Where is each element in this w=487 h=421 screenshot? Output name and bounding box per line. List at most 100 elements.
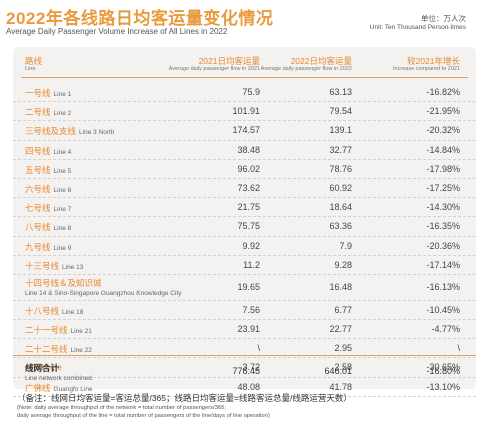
value-2022: 139.1 [329, 125, 352, 136]
value-2021: \ [257, 343, 260, 354]
value-growth: -10.45% [426, 304, 460, 315]
line-name: APM Line [25, 362, 65, 372]
line-name: 广佛线 Guangfo Line [25, 382, 93, 394]
line-name-cn: 二号线 [25, 107, 51, 118]
value-2022: 9.28 [334, 259, 352, 270]
value-growth: -17.14% [426, 259, 460, 270]
line-name-en: Line 7 [53, 206, 72, 214]
value-growth: -14.30% [426, 202, 460, 213]
header-growth-en: Increase compared to 2021 [393, 66, 460, 72]
line-name-cn: 九号线 [25, 241, 51, 252]
value-2021: 21.75 [237, 202, 260, 213]
line-name: 二十二号线 Line 22 [25, 343, 92, 355]
line-name: 十四号线＆及知识城 Line 14 & Sino-Singapore Guangz… [25, 277, 181, 297]
table-row: APM Line 3.72 2.58 -30.65% [13, 358, 476, 378]
value-growth: -14.84% [426, 144, 460, 155]
value-growth: -16.82% [426, 87, 460, 97]
value-2021: 23.91 [237, 324, 260, 335]
value-2022: 16.48 [329, 281, 352, 292]
value-2021: 11.2 [243, 259, 260, 270]
line-name-en: Line 6 [53, 186, 72, 194]
value-2021: 9.92 [242, 240, 260, 251]
header-2021: 2021日均客运量 Average daily passenger flow i… [169, 47, 260, 77]
value-2022: 63.13 [329, 87, 352, 97]
value-2022: 6.77 [334, 304, 352, 315]
line-name: 十三号线 Line 13 [25, 260, 83, 272]
value-2022: 63.36 [329, 221, 352, 232]
value-2021: 38.48 [237, 144, 260, 155]
note-en-1: (Note: daily average throughput of the n… [17, 405, 226, 411]
header-2022-en: Average daily passenger flow in 2022 [260, 66, 352, 72]
total-name: 线网合计 Line network combined [25, 362, 92, 382]
value-2022: 41.78 [329, 381, 352, 392]
line-name-en: Line 21 [70, 328, 92, 336]
value-growth: -4.77% [431, 324, 460, 335]
table-row: 三号线及支线 Line 3 North 174.57 139.1 -20.32% [13, 121, 476, 141]
line-name: 二十一号线 Line 21 [25, 324, 92, 336]
value-2021: 75.9 [242, 87, 260, 97]
table-row: 二十二号线 Line 22 \ 2.95 \ [13, 339, 476, 359]
value-growth: \ [457, 343, 460, 354]
value-2021: 174.57 [232, 125, 260, 136]
line-name: 五号线 Line 5 [25, 164, 71, 176]
value-growth: -17.25% [426, 182, 460, 193]
header-divider [21, 77, 468, 78]
line-name-en: Line 5 [53, 167, 72, 175]
line-name-cn: APM Line [25, 362, 62, 373]
table-row: 二十一号线 Line 21 23.91 22.77 -4.77% [13, 320, 476, 340]
table-row: 十四号线＆及知识城 Line 14 & Sino-Singapore Guangz… [13, 275, 476, 301]
line-name-en: Line 13 [62, 263, 84, 271]
line-name-cn: 十四号线＆及知识城 [25, 277, 102, 288]
line-name-cn: 十三号线 [25, 260, 60, 271]
line-name: 十八号线 Line 18 [25, 305, 83, 317]
note-cn: （备注：线网日均客运量=客运总量/365；线路日均客运量=线路客运总量/线路运营… [17, 393, 352, 403]
line-name-cn: 五号线 [25, 164, 51, 175]
line-name: 四号线 Line 4 [25, 145, 71, 157]
value-2022: 60.92 [329, 182, 352, 193]
table-body: 一号线 Line 1 75.9 63.13 -16.82% 二号线 Line 2 101.91… [13, 83, 476, 397]
line-name-en: Line 8 [53, 225, 72, 233]
value-growth: -30.65% [426, 362, 460, 373]
line-name-en: Line 9 [53, 244, 72, 252]
total-2021: 776.45 [232, 366, 260, 376]
line-name-cn: 广佛线 [25, 382, 51, 393]
total-2022: 646.01 [324, 366, 352, 376]
value-growth: -13.10% [426, 381, 460, 392]
value-2021: 101.91 [232, 106, 260, 117]
line-name-cn: 七号线 [25, 203, 51, 214]
value-2021: 19.65 [237, 281, 260, 292]
header-2022-cn: 2022日均客运量 [290, 56, 352, 66]
value-growth: -21.95% [426, 106, 460, 117]
value-2022: 32.77 [329, 144, 352, 155]
value-growth: -16.13% [426, 281, 460, 292]
line-name-cn: 四号线 [25, 145, 51, 156]
value-growth: -20.36% [426, 240, 460, 251]
line-name-cn: 二十一号线 [25, 325, 68, 336]
header-2022: 2022日均客运量 Average daily passenger flow i… [261, 47, 352, 77]
table-row: 十八号线 Line 18 7.56 6.77 -10.45% [13, 301, 476, 321]
header-growth: 较2021年增长 Increase compared to 2021 [393, 47, 460, 77]
line-name-cn: 一号线 [25, 88, 51, 98]
line-name: 七号线 Line 7 [25, 202, 71, 214]
line-name-en: Line 3 North [79, 129, 115, 137]
value-2021: 75.75 [237, 221, 260, 232]
value-2022: 22.77 [329, 324, 352, 335]
header-line: 路线 Line [25, 47, 42, 77]
line-name-en: Line 4 [53, 148, 72, 156]
page-title: 2022年各线路日均客运量变化情况 [6, 9, 274, 28]
value-2021: 3.72 [242, 362, 260, 373]
line-name: 一号线 Line 1 [25, 87, 71, 99]
line-name: 九号线 Line 9 [25, 241, 71, 253]
data-table: 路线 Line 2021日均客运量 Average daily passenge… [13, 47, 476, 397]
table-row: 七号线 Line 7 21.75 18.64 -14.30% [13, 198, 476, 218]
total-growth: -16.80% [426, 366, 460, 376]
value-2022: 18.64 [329, 202, 352, 213]
line-name-en: Line 2 [53, 110, 72, 118]
header-growth-cn: 较2021年增长 [407, 56, 460, 66]
value-2022: 7.9 [339, 240, 352, 251]
value-2021: 96.02 [237, 163, 260, 174]
value-2022: 79.54 [329, 106, 352, 117]
value-growth: -17.98% [426, 163, 460, 174]
line-name-en: Line 1 [53, 91, 72, 98]
